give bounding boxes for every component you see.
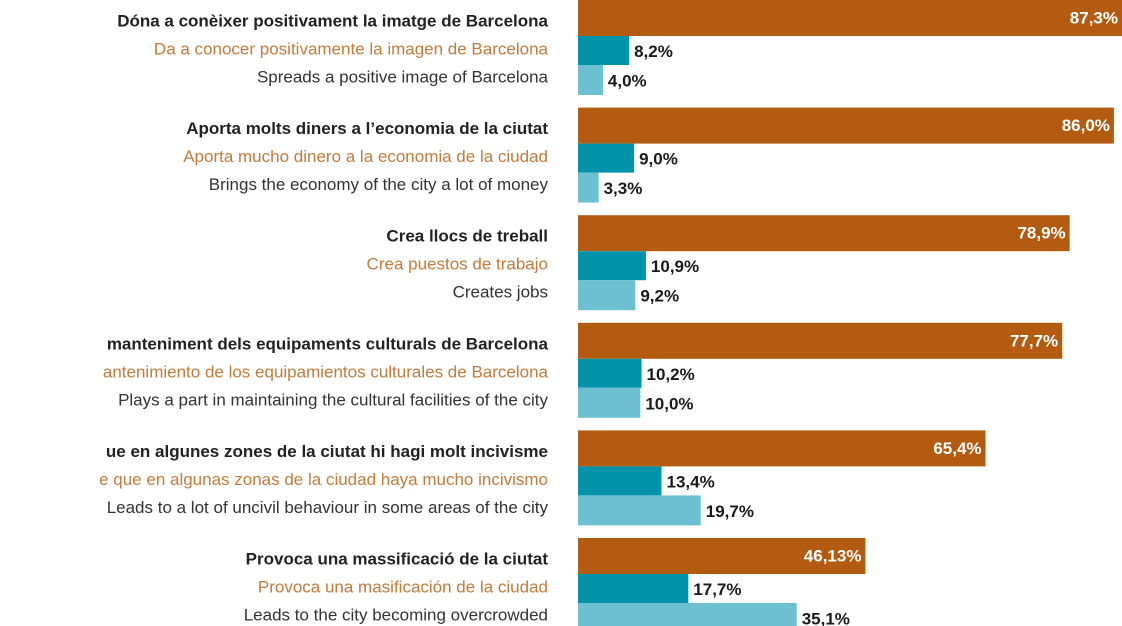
value-label: 8,2% (634, 42, 673, 61)
value-label: 9,2% (640, 287, 679, 306)
value-label: 10,2% (647, 365, 695, 384)
value-label: 87,3% (1070, 8, 1118, 27)
bar (578, 143, 635, 173)
category-label: e que en algunas zonas de la ciudad haya… (99, 470, 548, 489)
value-label: 3,3% (604, 179, 643, 198)
bar (578, 172, 599, 203)
category-label: Aporta mucho dinero a la economia de la … (183, 147, 548, 166)
bar (578, 430, 986, 467)
value-label: 17,7% (693, 580, 741, 599)
category-label: manteniment dels equipaments culturals d… (107, 334, 549, 353)
value-label: 46,13% (804, 546, 862, 565)
category-label: Da a conocer positivamente la imagen de … (154, 39, 549, 58)
bar (578, 0, 1122, 36)
bar (578, 603, 797, 626)
bar (578, 466, 662, 496)
value-label: 86,0% (1062, 116, 1110, 135)
value-label: 9,0% (639, 150, 678, 169)
category-label: Leads to a lot of uncivil behaviour in s… (107, 498, 549, 517)
category-label: antenimiento de los equipamientos cultur… (103, 362, 549, 381)
bar (578, 65, 603, 95)
value-label: 10,9% (651, 257, 699, 276)
bar (578, 107, 1114, 144)
category-label: Aporta molts diners a l’economia de la c… (186, 119, 548, 138)
value-label: 65,4% (933, 439, 981, 458)
category-label: Leads to the city becoming overcrowded (244, 605, 548, 624)
bar (578, 358, 642, 388)
bar (578, 215, 1070, 252)
value-label: 10,0% (645, 394, 693, 413)
bar (578, 574, 689, 603)
value-label: 78,9% (1017, 224, 1065, 243)
category-label: Provoca una masificación de la ciudad (258, 577, 548, 596)
bar (578, 538, 866, 574)
category-label: Crea llocs de treball (386, 227, 548, 246)
value-label: 19,7% (706, 502, 754, 521)
bar (578, 251, 646, 281)
category-label: ue en algunes zones de la ciutat hi hagi… (106, 442, 548, 461)
category-label: Plays a part in maintaining the cultural… (118, 390, 548, 409)
bar (578, 280, 636, 311)
category-label: Creates jobs (453, 283, 548, 302)
value-label: 13,4% (667, 472, 715, 491)
bar (578, 387, 641, 418)
category-label: Spreads a positive image of Barcelona (257, 67, 549, 86)
category-label: Dóna a conèixer positivament la imatge d… (117, 11, 548, 30)
category-label: Provoca una massificació de la ciutat (246, 549, 549, 568)
value-label: 77,7% (1010, 331, 1058, 350)
bar (578, 495, 701, 526)
category-label: Crea puestos de trabajo (367, 255, 548, 274)
bar (578, 322, 1063, 359)
value-label: 35,1% (802, 609, 850, 626)
value-label: 4,0% (608, 71, 647, 90)
category-label: Brings the economy of the city a lot of … (209, 175, 549, 194)
bar (578, 36, 630, 65)
